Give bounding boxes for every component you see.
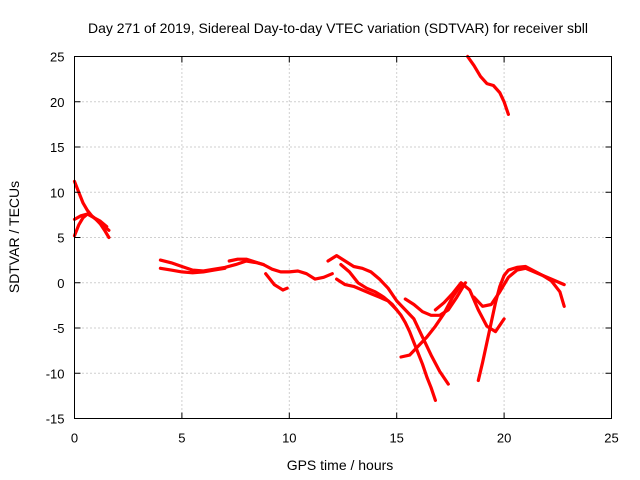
series-line-arc-3 xyxy=(72,212,109,229)
grid xyxy=(74,56,612,419)
y-tick-label: 15 xyxy=(50,140,64,155)
series-line-arc-9 xyxy=(339,263,437,402)
y-tick-label: 25 xyxy=(50,50,64,65)
x-tick-label: 25 xyxy=(604,431,618,446)
series-line-arc-13 xyxy=(433,281,506,334)
y-tick-labels: -15 -10 -5 0 5 10 15 20 25 xyxy=(46,50,65,427)
x-tick-label: 15 xyxy=(389,431,403,446)
y-tick-label: 5 xyxy=(57,231,64,246)
series-line-arc-7 xyxy=(264,272,289,292)
x-tick-labels: 0 5 10 15 20 25 xyxy=(71,431,619,446)
data-series xyxy=(72,54,566,402)
x-tick-label: 20 xyxy=(497,431,511,446)
x-axis-label: GPS time / hours xyxy=(287,457,394,473)
series-line-arc-14 xyxy=(476,264,566,383)
y-axis-label: SDTVAR / TECUs xyxy=(6,181,22,293)
axis-ticks xyxy=(74,56,612,419)
x-tick-label: 0 xyxy=(71,431,78,446)
series-line-arc-5 xyxy=(158,266,227,275)
series-line-arc-16 xyxy=(466,54,510,117)
y-tick-label: 10 xyxy=(50,185,64,200)
series-line-arc-6 xyxy=(227,257,334,281)
series-line-arc-10 xyxy=(335,277,399,312)
y-tick-label: -5 xyxy=(53,321,65,336)
series-line-arc-8 xyxy=(326,254,450,386)
y-tick-label: 0 xyxy=(57,276,64,291)
series-line-arc-11 xyxy=(403,281,467,317)
series-line-arc-15 xyxy=(472,266,566,308)
y-tick-label: -10 xyxy=(46,366,65,381)
x-tick-label: 10 xyxy=(282,431,296,446)
y-tick-label: -15 xyxy=(46,412,65,427)
series-line-arc-12 xyxy=(399,283,463,359)
chart-title: Day 271 of 2019, Sidereal Day-to-day VTE… xyxy=(88,20,588,36)
y-tick-label: 20 xyxy=(50,95,64,110)
x-tick-label: 5 xyxy=(178,431,185,446)
